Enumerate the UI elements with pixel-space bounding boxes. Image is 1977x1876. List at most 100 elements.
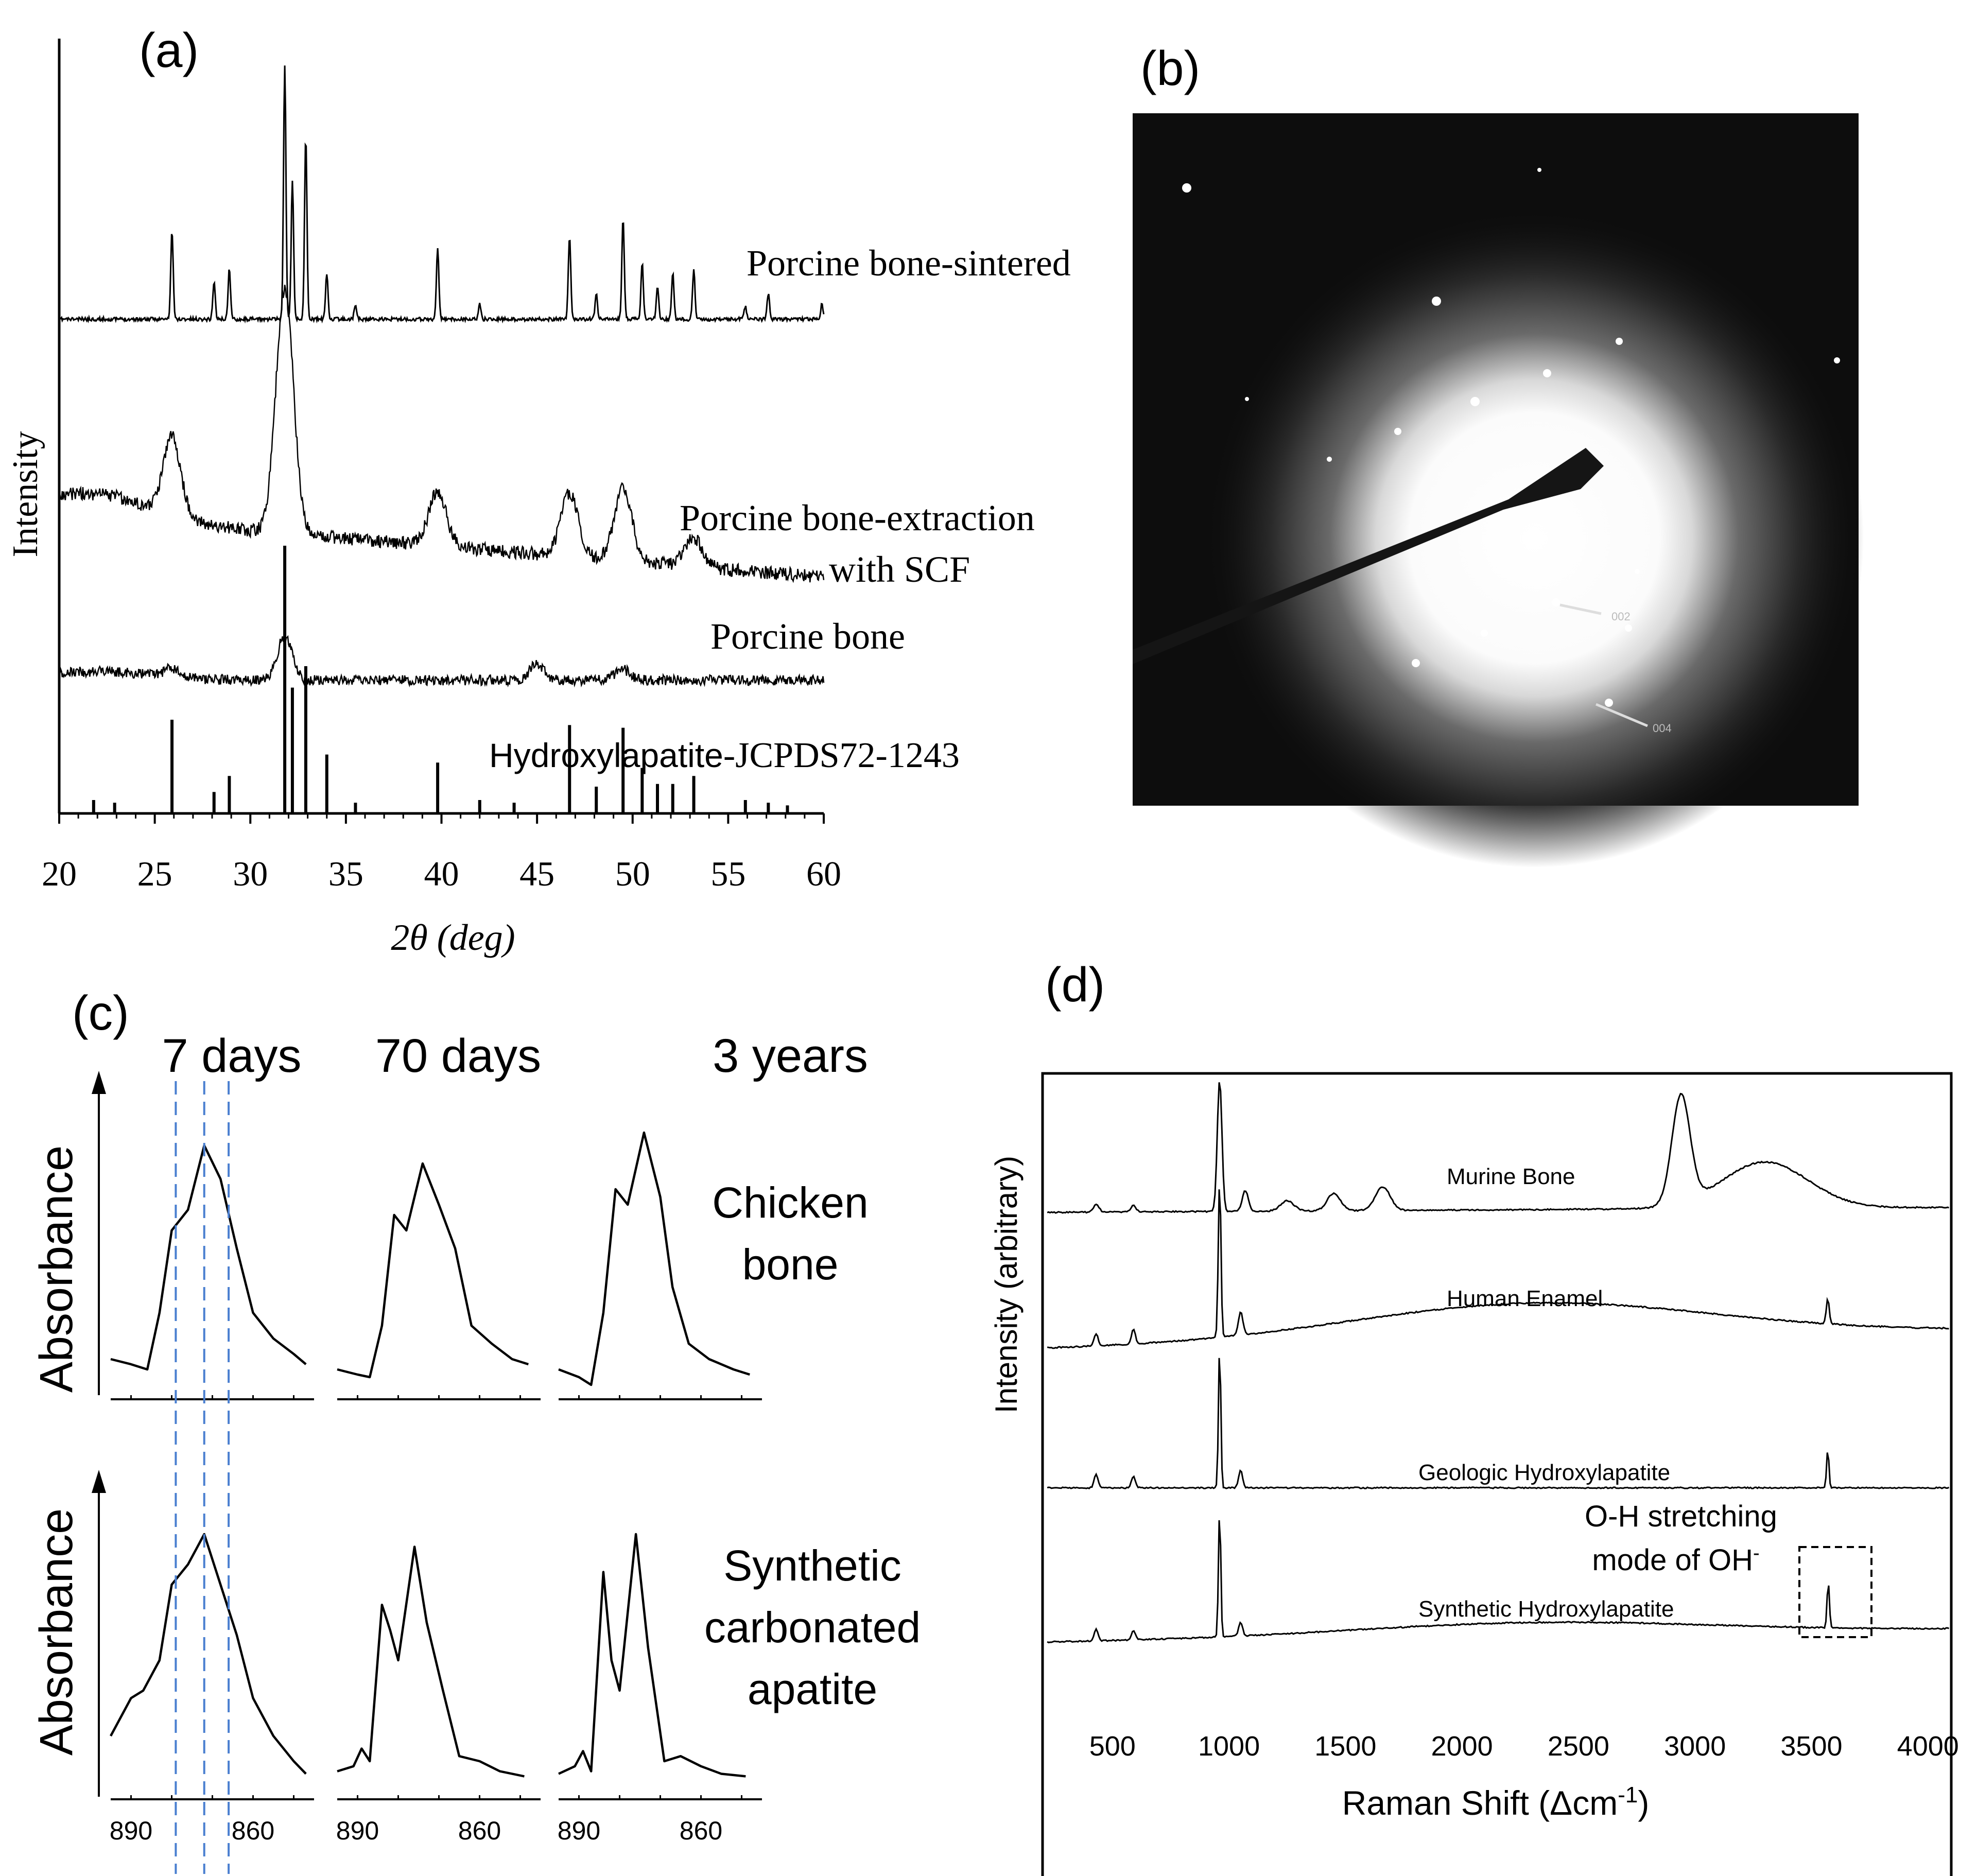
panel-c-spectra (110, 1131, 750, 1778)
series-label-murine-bone: Murine Bone (1447, 1164, 1575, 1189)
ftir-spectrum-chicken-bone-3-years (558, 1131, 750, 1386)
xrd-series-porcine-bone-sintered (58, 65, 825, 324)
xrd-series-porcine-bone-extraction-with-scf (58, 284, 825, 583)
panel-c-y-arrow-bottom (92, 1470, 106, 1493)
panel-d-plot-frame (1041, 1072, 1953, 1876)
beam-stop (1133, 448, 1604, 664)
panel-d-tick-label-3000: 3000 (1664, 1731, 1726, 1762)
panel-a-tick-label-25: 25 (137, 854, 172, 893)
panel-c-y-arrow-top (92, 1071, 106, 1094)
panel-a-label: (a) (139, 23, 199, 78)
panel-d-tick-label-1500: 1500 (1314, 1731, 1376, 1762)
diffraction-spot-3 (1394, 428, 1401, 435)
diffraction-spot-4 (1470, 397, 1480, 406)
diffraction-spot-6 (1616, 338, 1623, 345)
annotation-oh-stretching-line2: mode of OH- (1592, 1542, 1759, 1577)
panel-c-tick-label-890: 890 (336, 1816, 379, 1845)
legend-label-porcine-bone-extraction-line1: Porcine bone-extraction (680, 497, 1035, 539)
panel-d-tick-label-1000: 1000 (1198, 1731, 1260, 1762)
panel-a-tick-label-60: 60 (806, 854, 841, 893)
diffraction-spot-7 (1834, 357, 1840, 363)
panel-d-tick-label-2000: 2000 (1431, 1731, 1493, 1762)
panel-d-x-ticks: 500 1000 1500 2000 2500 3000 3500 4000 (1089, 1731, 1959, 1762)
ftir-spectrum-chicken-bone-7-days (110, 1144, 307, 1371)
row-label-chicken-line1: Chicken (712, 1178, 868, 1227)
annotation-oh-stretching-line1: O-H stretching (1585, 1500, 1777, 1533)
series-label-geologic-hydroxylapatite: Geologic Hydroxylapatite (1418, 1460, 1670, 1485)
panel-c-x-axes: 890 860 890 860 890 860 (110, 1395, 762, 1845)
diffraction-spot-9 (1245, 397, 1249, 401)
diffraction-spot-5 (1543, 369, 1551, 377)
raman-series-murine-bone (1047, 1082, 1949, 1214)
row-label-chicken-line2: bone (742, 1240, 839, 1289)
panel-d-series (1047, 1082, 1950, 1644)
panel-d-tick-label-4000: 4000 (1897, 1731, 1959, 1762)
annotation-label-002: 002 (1611, 610, 1631, 623)
raman-series-human-enamel (1047, 1189, 1949, 1349)
raman-series-geologic-hydroxylapatite (1047, 1358, 1950, 1490)
row-label-synthetic-line3: apatite (748, 1665, 877, 1713)
panel-d-tick-label-500: 500 (1089, 1731, 1136, 1762)
series-label-human-enamel: Human Enamel (1447, 1286, 1603, 1311)
xrd-series-porcine-bone (58, 635, 825, 688)
panel-d-tick-label-2500: 2500 (1548, 1731, 1609, 1762)
annotation-oh-box (1798, 1546, 1872, 1638)
legend-label-porcine-bone-sintered: Porcine bone-sintered (747, 242, 1071, 284)
ftir-spectrum-chicken-bone-70-days (337, 1162, 529, 1379)
diffraction-spot-14 (1605, 699, 1613, 707)
ftir-spectrum-synthetic-carbonated-apatite-7-days (110, 1533, 307, 1775)
panel-a-tick-label-35: 35 (328, 854, 363, 893)
panel-a-tick-label-50: 50 (615, 854, 650, 893)
panel-c-tick-label-860: 860 (232, 1816, 274, 1845)
row-label-synthetic-line1: Synthetic (723, 1541, 901, 1590)
raman-series-synthetic-hydroxylapatite (1047, 1520, 1950, 1644)
annotation-label-004: 004 (1653, 722, 1672, 735)
legend-label-porcine-bone-extraction-line2: with SCF (829, 549, 970, 590)
annotation-arrow-004 (1596, 703, 1648, 727)
panel-c-tick-label-890: 890 (558, 1816, 600, 1845)
panel-c-tick-label-890: 890 (110, 1816, 152, 1845)
panel-d: (d) 500 1000 1500 2000 2500 3000 3500 4000 Rama… (989, 958, 1959, 1876)
panel-a-tick-label-30: 30 (233, 854, 268, 893)
column-title-70-days: 70 days (375, 1030, 541, 1082)
diffraction-spot-15 (1537, 168, 1541, 172)
diffraction-spot-11 (1625, 624, 1632, 632)
legend-label-hydroxylapatite: Hydroxylapatite-JCPDS72-1243 (489, 736, 960, 775)
diffraction-spot-13 (1412, 659, 1420, 667)
ftir-spectrum-synthetic-carbonated-apatite-70-days (337, 1545, 525, 1778)
panel-a-series (58, 65, 825, 813)
series-label-synthetic-hydroxylapatite: Synthetic Hydroxylapatite (1418, 1596, 1674, 1622)
panel-b-label: (b) (1140, 41, 1200, 96)
panel-d-label: (d) (1045, 958, 1105, 1012)
panel-a-tick-label-45: 45 (519, 854, 554, 893)
panel-a-tick-label-40: 40 (424, 854, 459, 893)
row-label-synthetic-line2: carbonated (704, 1603, 921, 1652)
panel-c: (c) 7 days 70 days 3 years Absorbance Ab… (31, 986, 921, 1874)
panel-a-ylabel: Intensity (6, 431, 45, 558)
diffraction-spot-12 (1481, 630, 1488, 637)
legend-label-porcine-bone: Porcine bone (710, 616, 905, 657)
panel-a-xlabel: 2θ (deg) (391, 917, 515, 958)
annotation-arrow-002 (1559, 603, 1602, 615)
panel-c-ylabel-top: Absorbance (31, 1145, 82, 1393)
column-title-3-years: 3 years (713, 1030, 868, 1082)
ftir-spectrum-synthetic-carbonated-apatite-3-years (558, 1533, 746, 1778)
panel-c-label: (c) (72, 986, 129, 1040)
diffraction-spot-1 (1182, 183, 1191, 193)
panel-d-xlabel: Raman Shift (Δcm-1) (1342, 1782, 1650, 1822)
panel-a-tick-label-55: 55 (710, 854, 745, 893)
panel-c-tick-label-860: 860 (680, 1816, 722, 1845)
panel-d-tick-label-3500: 3500 (1780, 1731, 1842, 1762)
diffraction-spot-10 (1552, 598, 1560, 606)
column-title-7-days: 7 days (162, 1030, 301, 1082)
panel-c-tick-label-860: 860 (458, 1816, 501, 1845)
panel-b: (b) 002 004 (1133, 41, 1864, 867)
panel-a-tick-label-20: 20 (42, 854, 77, 893)
panel-c-reference-lines (175, 1081, 230, 1874)
panel-a: (a) Intensity 20 25 30 35 40 45 50 55 60 2θ (deg… (6, 23, 1071, 958)
panel-c-ylabel-bottom: Absorbance (31, 1508, 82, 1756)
panel-a-x-ticks: 20 25 30 35 40 45 50 55 60 (42, 813, 841, 893)
diffraction-central-glow (1205, 209, 1864, 867)
diffraction-spot-2 (1432, 297, 1441, 306)
